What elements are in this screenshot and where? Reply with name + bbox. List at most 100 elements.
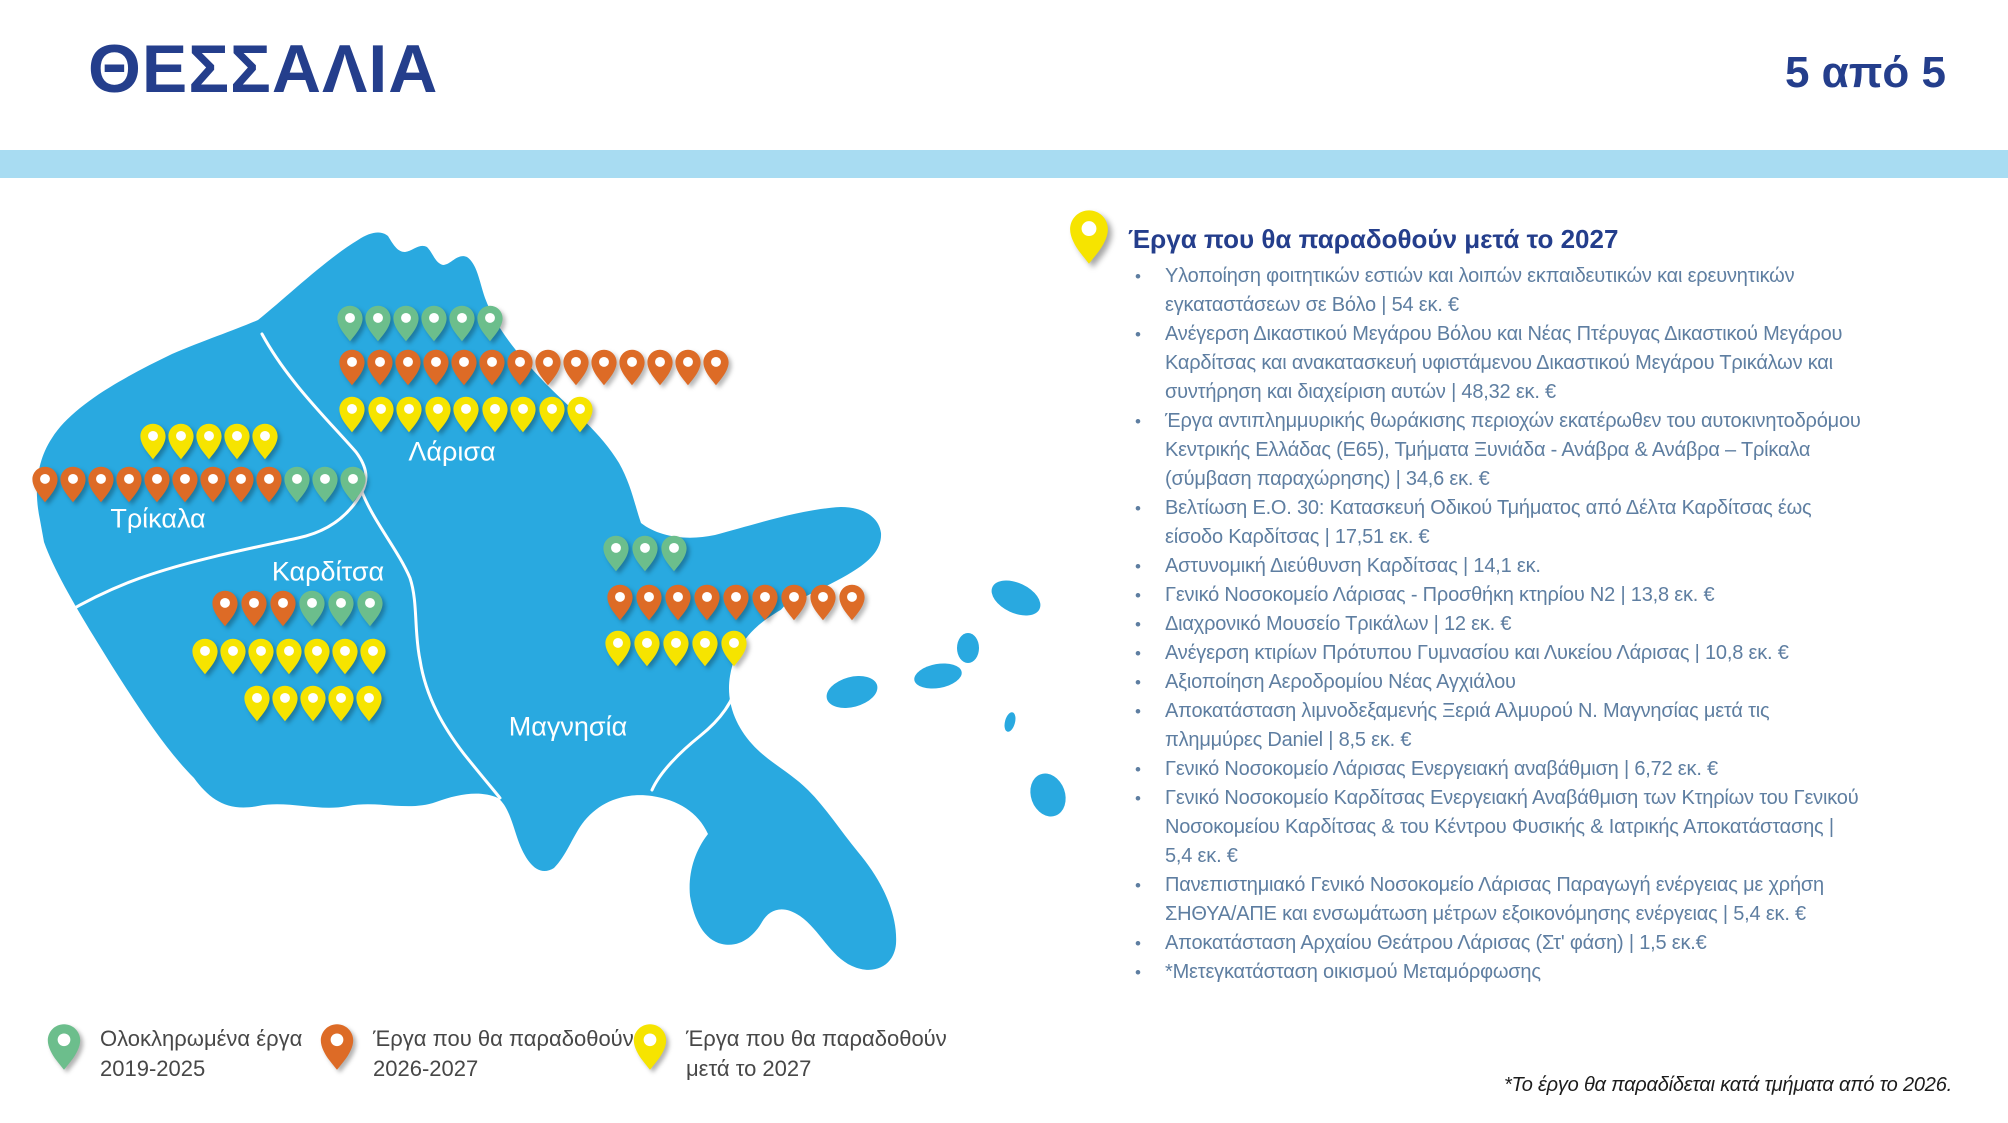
map-pin-orange — [199, 465, 227, 504]
project-item: Γενικό Νοσοκομείο Καρδίτσας Ενεργειακή Α… — [1135, 784, 1865, 871]
map-pin-yellow — [191, 637, 219, 676]
map-pin-yellow — [566, 395, 594, 434]
map-pin-orange — [31, 465, 59, 504]
island — [826, 676, 878, 708]
map-pin-green — [364, 304, 392, 343]
island — [1030, 773, 1066, 817]
map-pin-yellow — [243, 684, 271, 723]
map-pin-orange — [255, 465, 283, 504]
project-item: Διαχρονικό Μουσείο Τρικάλων | 12 εκ. € — [1135, 610, 1865, 639]
map-pin-green — [336, 304, 364, 343]
project-list: Υλοποίηση φοιτητικών εστιών και λοιπών ε… — [1135, 262, 1865, 987]
project-item: Γενικό Νοσοκομείο Λάρισας Ενεργειακή ανα… — [1135, 755, 1865, 784]
map-pin-orange — [722, 583, 750, 622]
map-pin-green — [420, 304, 448, 343]
map-pin-yellow — [395, 395, 423, 434]
divider-band — [0, 150, 2008, 178]
legend-item-yellow: Έργα που θα παραδοθούν μετά το 2027 — [632, 1022, 947, 1084]
map-pin-orange — [534, 348, 562, 387]
map-region-label-larisa: Λάρισα — [408, 436, 496, 467]
map-pin-orange — [590, 348, 618, 387]
map-pin-yellow — [338, 395, 366, 434]
page-counter: 5 από 5 — [1784, 48, 1946, 97]
map-pin-orange — [450, 348, 478, 387]
map-pin-yellow — [662, 629, 690, 668]
map-pin-yellow — [359, 637, 387, 676]
legend-label: Ολοκληρωμένα έργα 2019-2025 — [100, 1026, 303, 1081]
map-pin-orange — [240, 589, 268, 628]
map-pin-orange — [635, 583, 663, 622]
map-pin-yellow — [303, 637, 331, 676]
map-pin-orange — [143, 465, 171, 504]
map-pin-orange — [780, 583, 808, 622]
map-pin-yellow — [275, 637, 303, 676]
map-pin-green — [476, 304, 504, 343]
map-pin-yellow — [331, 637, 359, 676]
map-pin-orange — [702, 348, 730, 387]
green-pin-icon — [46, 1022, 82, 1072]
project-item: Αστυνομική Διεύθυνση Καρδίτσας | 14,1 εκ… — [1135, 552, 1865, 581]
map-pin-yellow — [271, 684, 299, 723]
project-item: Αποκατάσταση Αρχαίου Θεάτρου Λάρισας (Στ… — [1135, 929, 1865, 958]
legend: Ολοκληρωμένα έργα 2019-2025 Έργα που θα πα… — [0, 1022, 1100, 1102]
map-pin-orange — [269, 589, 297, 628]
map-pin-orange — [646, 348, 674, 387]
map-pin-green — [283, 465, 311, 504]
map-pin-yellow — [195, 422, 223, 461]
thessaly-map — [36, 232, 1066, 970]
map-pin-green — [298, 589, 326, 628]
map-pin-green — [392, 304, 420, 343]
map-pin-orange — [562, 348, 590, 387]
map-pin-orange — [115, 465, 143, 504]
map-pin-yellow — [691, 629, 719, 668]
map-pin-orange — [227, 465, 255, 504]
map-pin-orange — [664, 583, 692, 622]
project-item: Αξιοποίηση Αεροδρομίου Νέας Αγχιάλου — [1135, 668, 1865, 697]
map-pin-yellow — [251, 422, 279, 461]
footnote: *Το έργο θα παραδίδεται κατά τμήματα από… — [1503, 1074, 1952, 1096]
map-pin-green — [356, 589, 384, 628]
map-pin-orange — [59, 465, 87, 504]
map-region-label-karditsa: Καρδίτσα — [271, 556, 385, 587]
map-pin-yellow — [327, 684, 355, 723]
project-item: Υλοποίηση φοιτητικών εστιών και λοιπών ε… — [1135, 262, 1865, 320]
map-pin-orange — [693, 583, 721, 622]
map-pin-yellow — [355, 684, 383, 723]
map-pin-orange — [211, 589, 239, 628]
legend-item-orange: Έργα που θα παραδοθούν 2026-2027 — [319, 1022, 634, 1084]
mainland-shape — [36, 232, 897, 970]
map-pin-yellow — [367, 395, 395, 434]
yellow-pin-icon — [632, 1022, 668, 1072]
map-pin-orange — [606, 583, 634, 622]
map-pin-yellow — [299, 684, 327, 723]
legend-item-green: Ολοκληρωμένα έργα 2019-2025 — [46, 1022, 302, 1084]
panel-title: Έργα που θα παραδοθούν μετά το 2027 — [1128, 224, 1619, 254]
prefecture-borders — [62, 332, 792, 800]
map-region-label-trikala: Τρίκαλα — [110, 503, 206, 534]
map-pin-green — [448, 304, 476, 343]
island — [1004, 712, 1016, 732]
map-pin-orange — [422, 348, 450, 387]
project-item: Ανέγερση Δικαστικού Μεγάρου Βόλου και Νέ… — [1135, 320, 1865, 407]
island — [957, 633, 979, 663]
map-pin-orange — [809, 583, 837, 622]
map-pin-yellow — [604, 629, 632, 668]
map-pin-yellow — [424, 395, 452, 434]
map-pin-yellow — [633, 629, 661, 668]
map-pin-orange — [171, 465, 199, 504]
project-item: Γενικό Νοσοκομείο Λάρισας - Προσθήκη κτη… — [1135, 581, 1865, 610]
map-pin-orange — [674, 348, 702, 387]
project-item: Αποκατάσταση λιμνοδεξαμενής Ξεριά Αλμυρο… — [1135, 697, 1865, 755]
map-pin-orange — [478, 348, 506, 387]
map-pin-yellow — [219, 637, 247, 676]
page-title: ΘΕΣΣΑΛΙΑ — [88, 31, 439, 107]
project-item: *Μετεγκατάσταση οικισμού Μεταμόρφωσης — [1135, 958, 1865, 987]
map-pin-orange — [366, 348, 394, 387]
island — [991, 580, 1041, 616]
map-pin-green — [311, 465, 339, 504]
project-item: Έργα αντιπλημμυρικής θωράκισης περιοχών … — [1135, 407, 1865, 494]
legend-label: Έργα που θα παραδοθούν 2026-2027 — [373, 1026, 634, 1081]
map-pin-yellow — [223, 422, 251, 461]
project-item: Πανεπιστημιακό Γενικό Νοσοκομείο Λάρισας… — [1135, 871, 1865, 929]
island — [914, 663, 962, 689]
